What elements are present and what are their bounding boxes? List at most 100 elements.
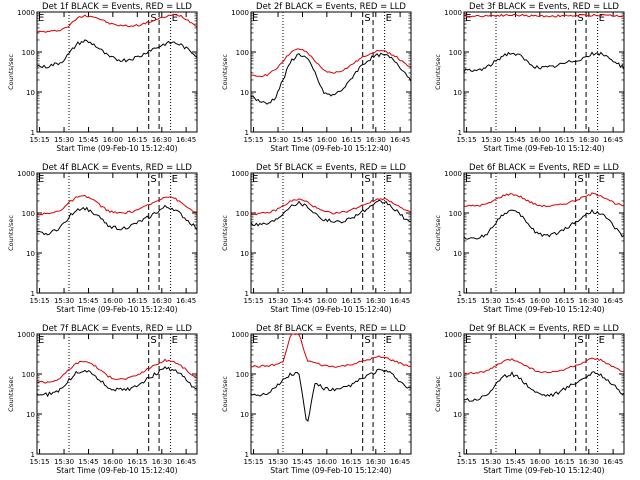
- y-tick-label: 1: [31, 290, 35, 298]
- time-marker-label: E: [386, 174, 392, 185]
- lld-series-line: [36, 194, 198, 216]
- y-tick-label: 1000: [17, 9, 35, 17]
- x-tick-label: 16:15: [127, 297, 147, 305]
- time-marker-label: E: [252, 174, 258, 185]
- x-tick-label: 16:15: [341, 458, 361, 466]
- events-series-line: [36, 204, 198, 236]
- time-marker-label: E: [172, 335, 178, 346]
- chart-panel-3: Det 3f BLACK = Events, RED = LLD 1 10 100 10…: [434, 2, 625, 153]
- time-marker-label: S: [150, 174, 156, 185]
- x-tick-label: 16:00: [530, 297, 550, 305]
- x-tick-label: 16:30: [366, 297, 386, 305]
- x-tick-label: 16:15: [341, 136, 361, 144]
- chart-panel-1: Det 1f BLACK = Events, RED = LLD 1 10 100 10…: [7, 2, 198, 153]
- x-axis-label: Start Time (09-Feb-10 15:12:40): [483, 305, 604, 314]
- x-tick-label: 15:15: [29, 297, 49, 305]
- chart-panel-5: Det 5f BLACK = Events, RED = LLD 1 10 100 10…: [221, 163, 412, 314]
- x-tick-label: 16:45: [390, 458, 410, 466]
- x-tick-label: 15:30: [268, 136, 288, 144]
- x-tick-label: 15:30: [481, 136, 501, 144]
- plot-frame: [463, 172, 625, 294]
- time-marker-label: E: [599, 335, 605, 346]
- x-tick-label: 16:15: [127, 136, 147, 144]
- time-marker-label: E: [252, 335, 258, 346]
- chart-panel-7: Det 7f BLACK = Events, RED = LLD 1 10 100 10…: [7, 324, 198, 475]
- lld-series-line: [250, 48, 412, 78]
- x-tick-label: 16:00: [317, 297, 337, 305]
- y-tick-label: 100: [22, 210, 35, 218]
- y-tick-label: 1000: [17, 331, 35, 339]
- x-tick-label: 16:00: [103, 297, 123, 305]
- plot-frame: [250, 172, 412, 294]
- x-tick-label: 15:45: [78, 458, 98, 466]
- chart-panel-2: Det 2f BLACK = Events, RED = LLD 1 10 100 10…: [221, 2, 412, 153]
- lld-series-line: [36, 13, 198, 33]
- time-marker-label: E: [252, 13, 258, 24]
- lld-series-line: [36, 358, 198, 384]
- events-series-line: [250, 52, 412, 105]
- x-tick-label: 16:45: [176, 458, 196, 466]
- x-tick-label: 15:45: [505, 458, 525, 466]
- y-tick-label: 1000: [444, 9, 462, 17]
- y-axis-label: Counts/sec: [434, 54, 442, 90]
- chart-panel-4: Det 4f BLACK = Events, RED = LLD 1 10 100 10…: [7, 163, 198, 314]
- time-marker-label: S: [577, 174, 583, 185]
- x-axis-label: Start Time (09-Feb-10 15:12:40): [56, 144, 177, 153]
- x-tick-label: 16:30: [366, 458, 386, 466]
- x-tick-label: 16:15: [341, 297, 361, 305]
- chart-title: Det 1f BLACK = Events, RED = LLD: [42, 2, 192, 12]
- y-tick-label: 100: [22, 49, 35, 57]
- time-marker-label: S: [364, 174, 370, 185]
- time-marker-label: E: [599, 174, 605, 185]
- y-tick-label: 100: [236, 49, 249, 57]
- x-tick-label: 15:30: [268, 297, 288, 305]
- x-tick-label: 15:30: [481, 458, 501, 466]
- x-tick-label: 15:30: [54, 136, 74, 144]
- x-tick-label: 15:45: [292, 458, 312, 466]
- events-series-line: [36, 366, 198, 398]
- lld-series-line: [463, 192, 625, 208]
- y-tick-label: 10: [26, 250, 35, 258]
- x-axis-label: Start Time (09-Feb-10 15:12:40): [483, 466, 604, 475]
- y-tick-label: 1: [245, 451, 249, 459]
- time-marker-label: S: [150, 13, 156, 24]
- y-tick-label: 1: [31, 451, 35, 459]
- time-marker-label: S: [577, 335, 583, 346]
- y-tick-label: 10: [453, 250, 462, 258]
- plot-frame: [36, 11, 198, 133]
- x-tick-label: 16:30: [579, 458, 599, 466]
- y-axis-label: Counts/sec: [7, 215, 15, 251]
- x-axis-label: Start Time (09-Feb-10 15:12:40): [270, 466, 391, 475]
- x-tick-label: 16:45: [603, 458, 623, 466]
- y-tick-label: 10: [240, 89, 249, 97]
- time-marker-label: E: [599, 13, 605, 24]
- x-axis-label: Start Time (09-Feb-10 15:12:40): [56, 466, 177, 475]
- y-tick-label: 100: [449, 49, 462, 57]
- x-tick-label: 15:30: [54, 458, 74, 466]
- x-tick-label: 16:45: [176, 136, 196, 144]
- time-marker-label: S: [364, 335, 370, 346]
- chart-title: Det 9f BLACK = Events, RED = LLD: [469, 324, 619, 334]
- x-tick-label: 16:00: [530, 136, 550, 144]
- chart-panel-6: Det 6f BLACK = Events, RED = LLD 1 10 100 10…: [434, 163, 625, 314]
- time-marker-label: E: [465, 13, 471, 24]
- y-axis-label: Counts/sec: [221, 376, 229, 412]
- x-tick-label: 16:15: [554, 297, 574, 305]
- x-tick-label: 16:30: [579, 297, 599, 305]
- x-tick-label: 15:30: [481, 297, 501, 305]
- plot-frame: [36, 333, 198, 455]
- time-marker-label: E: [386, 335, 392, 346]
- y-tick-label: 1000: [231, 170, 249, 178]
- plot-frame: [36, 172, 198, 294]
- x-tick-label: 16:30: [152, 458, 172, 466]
- plot-frame: [250, 11, 412, 133]
- x-axis-label: Start Time (09-Feb-10 15:12:40): [56, 305, 177, 314]
- y-tick-label: 1: [245, 290, 249, 298]
- x-tick-label: 16:45: [603, 297, 623, 305]
- y-tick-label: 10: [240, 411, 249, 419]
- events-series-line: [463, 208, 625, 240]
- chart-panel-8: Det 8f BLACK = Events, RED = LLD 1 10 100 10…: [221, 324, 412, 475]
- x-tick-label: 15:15: [243, 136, 263, 144]
- y-tick-label: 1000: [231, 331, 249, 339]
- x-axis-label: Start Time (09-Feb-10 15:12:40): [483, 144, 604, 153]
